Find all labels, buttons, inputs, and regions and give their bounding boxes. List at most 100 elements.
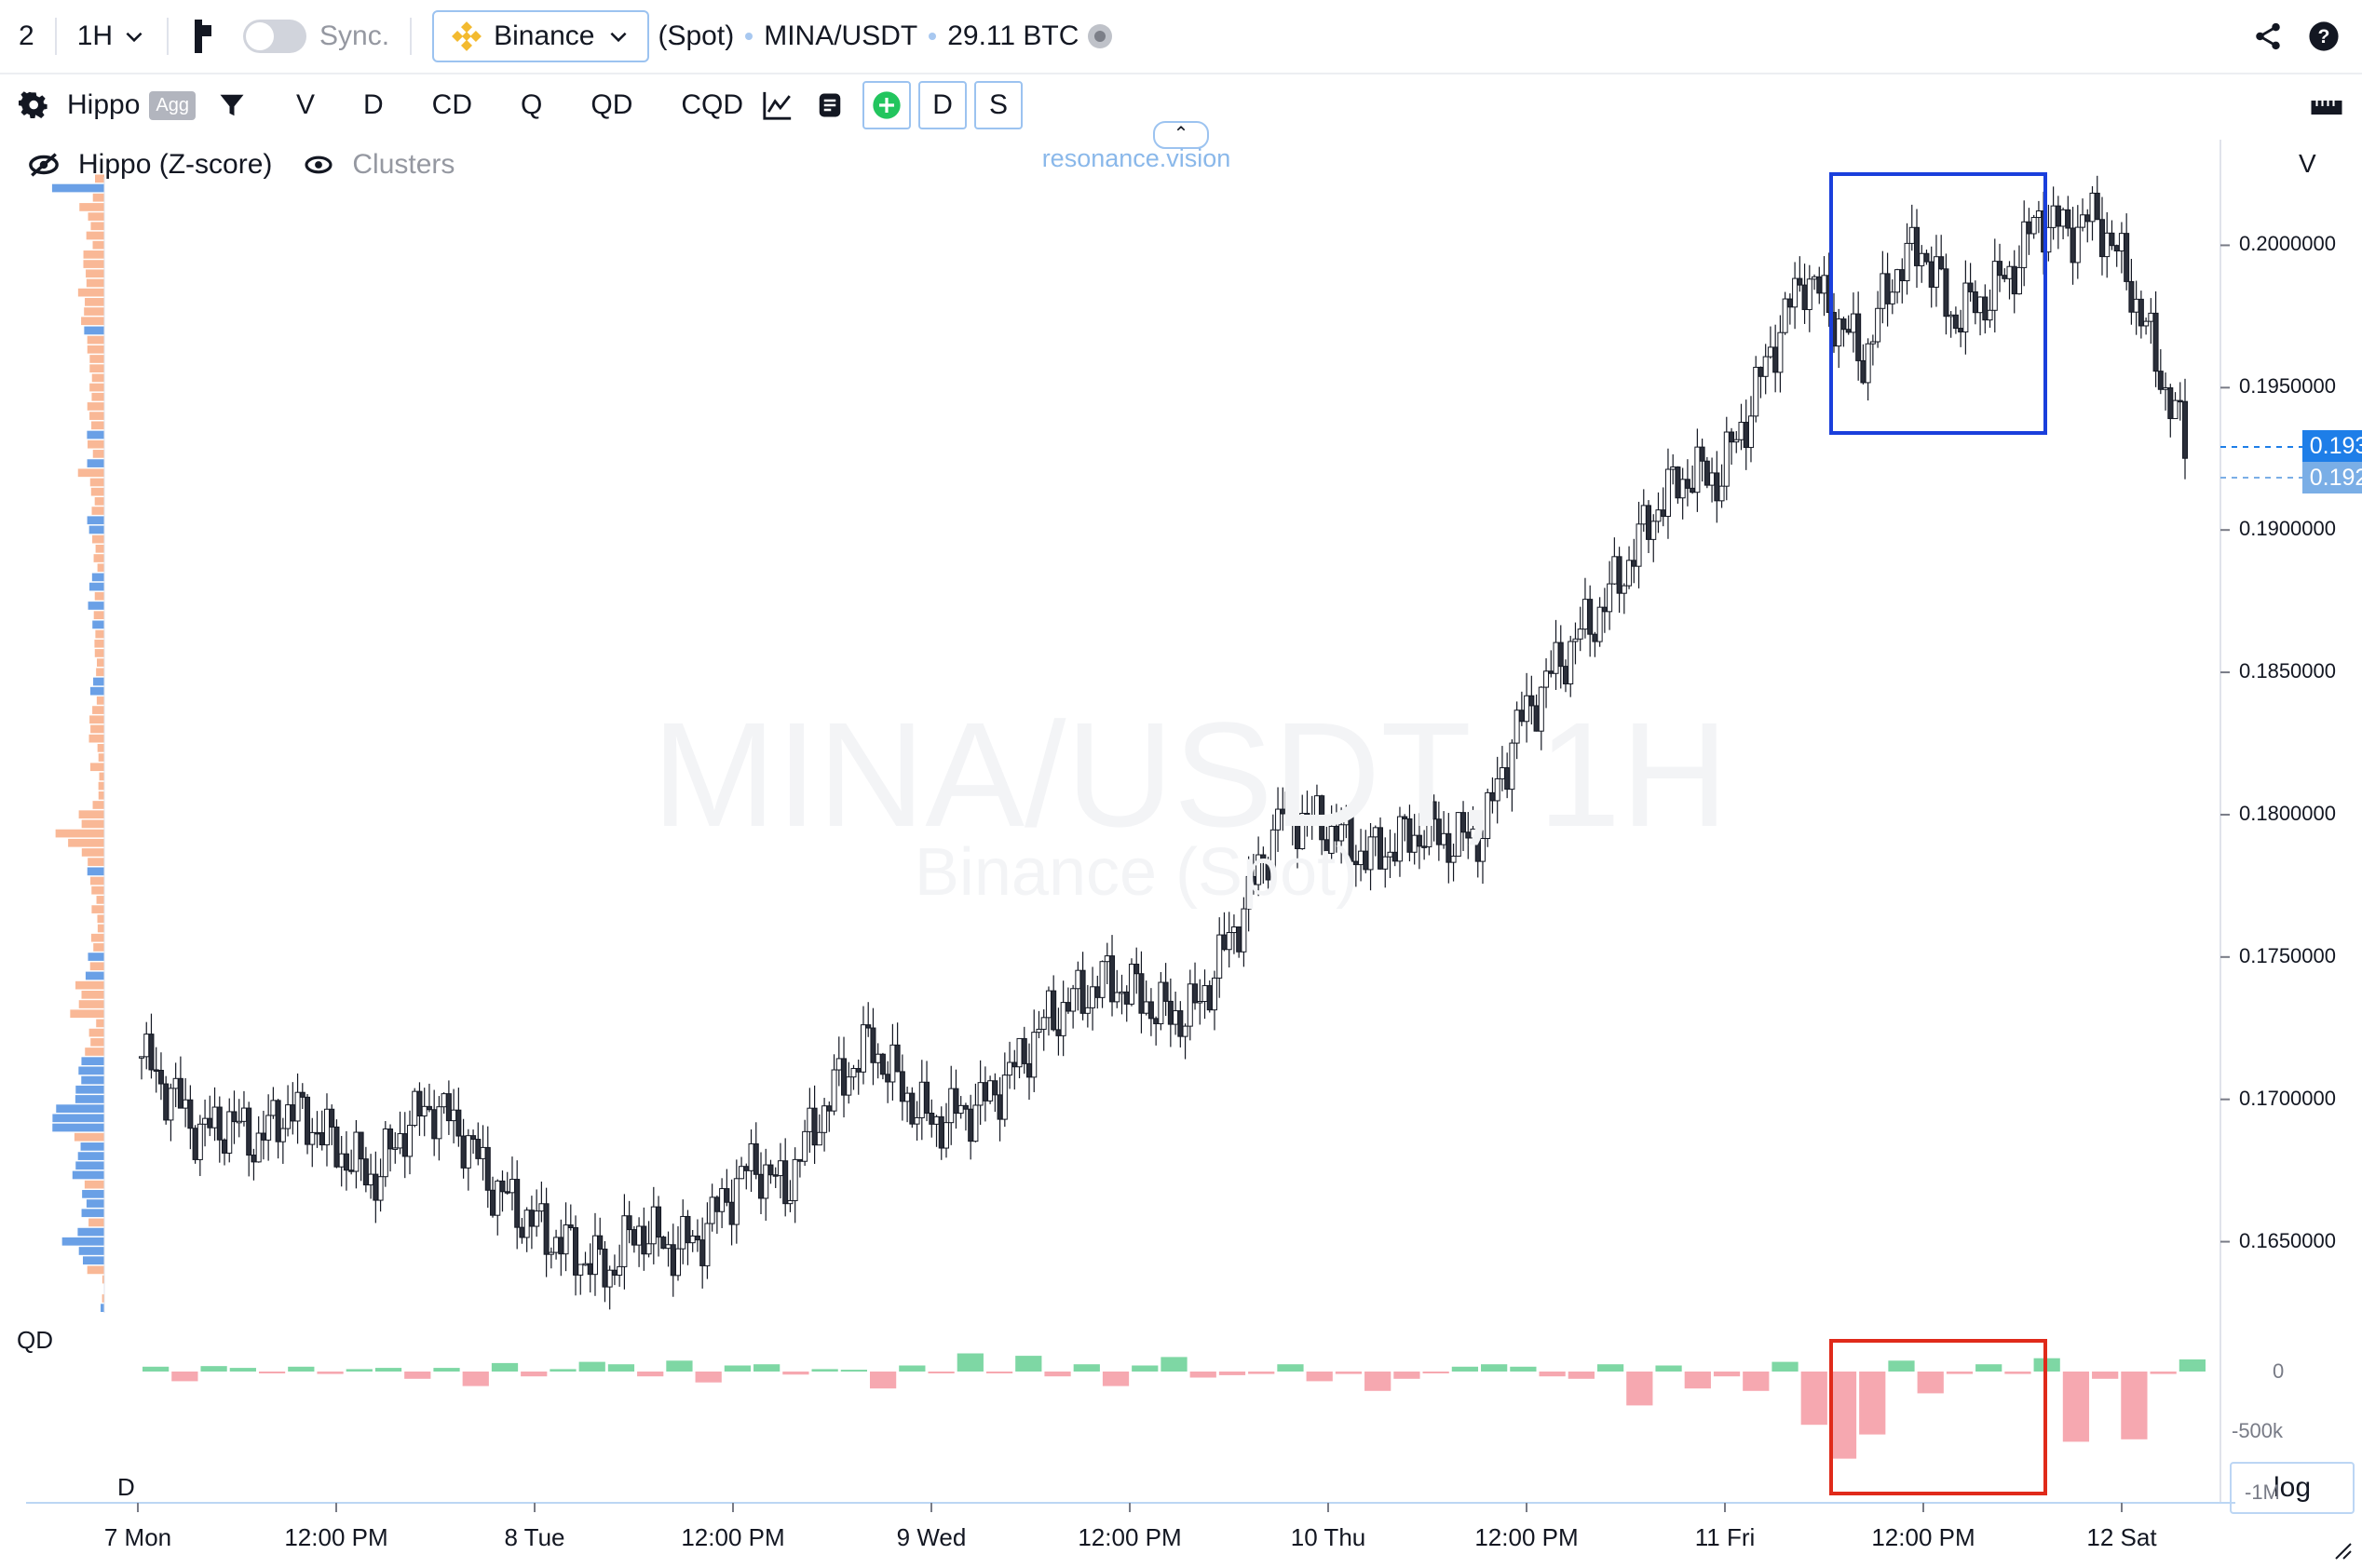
qd-bar bbox=[1189, 1372, 1216, 1378]
candle-body bbox=[1660, 509, 1666, 518]
candle-body bbox=[1094, 986, 1101, 998]
eye-off-icon[interactable] bbox=[28, 151, 60, 179]
candle-body bbox=[538, 1203, 545, 1212]
candle-body bbox=[504, 1191, 510, 1194]
profile-bar bbox=[78, 1066, 104, 1075]
profile-bar bbox=[94, 591, 104, 601]
btn-v[interactable]: V bbox=[295, 89, 315, 120]
candle-body bbox=[240, 1107, 247, 1122]
line-chart-icon[interactable] bbox=[762, 89, 794, 121]
candle-body bbox=[2011, 265, 2017, 295]
candle-body bbox=[270, 1100, 277, 1116]
candle-body bbox=[1962, 282, 1969, 333]
candle-body bbox=[2152, 312, 2159, 372]
candle-body bbox=[816, 1131, 822, 1146]
candle-body bbox=[1114, 992, 1120, 1003]
candle-body bbox=[1821, 275, 1827, 294]
btn-qd[interactable]: QD bbox=[590, 89, 633, 120]
candle-body bbox=[353, 1131, 360, 1172]
ruler-icon[interactable] bbox=[2310, 95, 2343, 117]
qd-bar bbox=[404, 1372, 431, 1379]
candle-body bbox=[1435, 818, 1442, 845]
qd-bar bbox=[753, 1364, 781, 1372]
candle-body bbox=[211, 1106, 218, 1129]
candle-body bbox=[641, 1225, 647, 1255]
interval-select[interactable]: 1H bbox=[77, 20, 146, 52]
candle-body bbox=[1494, 777, 1500, 802]
candle-body bbox=[821, 1105, 828, 1133]
btn-q[interactable]: Q bbox=[521, 89, 543, 120]
candle-body bbox=[1226, 932, 1232, 951]
axis-mode-label: V bbox=[2299, 149, 2316, 178]
qd-bar bbox=[1044, 1372, 1071, 1377]
btn-s-box[interactable]: S bbox=[974, 81, 1024, 129]
btn-cqd[interactable]: CQD bbox=[681, 89, 744, 120]
sync-toggle[interactable] bbox=[243, 20, 307, 53]
filter-icon[interactable] bbox=[218, 91, 246, 119]
eye-icon[interactable] bbox=[304, 153, 333, 177]
candle-body bbox=[1899, 269, 1906, 281]
candle-body bbox=[626, 1215, 632, 1231]
legend-clusters[interactable]: Clusters bbox=[352, 149, 455, 180]
candle-body bbox=[1919, 252, 1925, 266]
brand-link[interactable]: resonance.vision bbox=[1041, 144, 1231, 172]
candle-body bbox=[953, 1088, 959, 1115]
layout-count[interactable]: 2 bbox=[19, 20, 34, 51]
agg-badge[interactable]: Agg bbox=[149, 90, 196, 120]
candle-body bbox=[948, 1088, 955, 1124]
candle-body bbox=[1646, 505, 1652, 540]
pair-label[interactable]: MINA/USDT bbox=[764, 20, 918, 51]
candle-body bbox=[660, 1237, 667, 1250]
btn-d[interactable]: D bbox=[363, 89, 384, 120]
candle-body bbox=[1206, 985, 1213, 1011]
candle-body bbox=[1733, 439, 1740, 443]
candle-body bbox=[1045, 990, 1052, 1019]
candle-type-icon[interactable] bbox=[189, 20, 215, 53]
profile-bar bbox=[88, 858, 104, 866]
qd-bar bbox=[1743, 1372, 1770, 1391]
legend-hippo[interactable]: Hippo (Z-score) bbox=[78, 149, 273, 180]
btn-d-box[interactable]: D bbox=[918, 81, 968, 129]
qd-bar bbox=[2121, 1372, 2148, 1440]
candle-body bbox=[1260, 854, 1267, 862]
price-tick-label: 0.1800000 bbox=[2239, 801, 2336, 825]
qd-bar bbox=[1539, 1372, 1566, 1377]
candle-body bbox=[670, 1244, 676, 1277]
chart-area[interactable] bbox=[0, 140, 2362, 1568]
btn-cd[interactable]: CD bbox=[431, 89, 473, 120]
candle-body bbox=[2026, 221, 2032, 235]
qd-pane-label: QD bbox=[17, 1326, 53, 1354]
candle-body bbox=[1128, 963, 1134, 1005]
share-icon[interactable] bbox=[2252, 20, 2284, 52]
candle-body bbox=[1378, 827, 1384, 870]
candle-body bbox=[406, 1125, 413, 1157]
chart-legend: Hippo (Z-score) Clusters bbox=[28, 149, 455, 181]
notes-icon[interactable] bbox=[816, 91, 844, 119]
log-scale-button[interactable]: log bbox=[2230, 1462, 2355, 1514]
candle-body bbox=[2177, 399, 2183, 403]
profile-bar bbox=[102, 1275, 104, 1284]
qd-bar bbox=[1859, 1372, 1886, 1435]
candle-body bbox=[1426, 801, 1432, 847]
candle-body bbox=[495, 1180, 501, 1216]
add-button[interactable] bbox=[862, 81, 912, 129]
gear-icon[interactable] bbox=[19, 90, 48, 120]
candle-body bbox=[606, 1269, 613, 1288]
qd-bar bbox=[695, 1372, 722, 1383]
candle-body bbox=[636, 1225, 643, 1246]
candle-body bbox=[826, 1105, 833, 1112]
candle-body bbox=[1908, 226, 1915, 244]
candle-body bbox=[401, 1133, 408, 1157]
candle-body bbox=[2138, 298, 2144, 327]
candle-body bbox=[1158, 981, 1164, 1024]
resize-handle-icon[interactable] bbox=[2332, 1540, 2353, 1561]
candle-body bbox=[1446, 832, 1452, 863]
profile-bar bbox=[92, 534, 104, 544]
profile-bar bbox=[87, 402, 104, 411]
collapse-button[interactable]: ⌃ bbox=[1153, 121, 1209, 149]
candle-body bbox=[299, 1091, 305, 1098]
profile-bar bbox=[90, 933, 104, 942]
indicator-name[interactable]: Hippo bbox=[67, 89, 141, 120]
help-icon[interactable]: ? bbox=[2308, 20, 2340, 52]
exchange-select[interactable]: Binance bbox=[432, 10, 649, 62]
